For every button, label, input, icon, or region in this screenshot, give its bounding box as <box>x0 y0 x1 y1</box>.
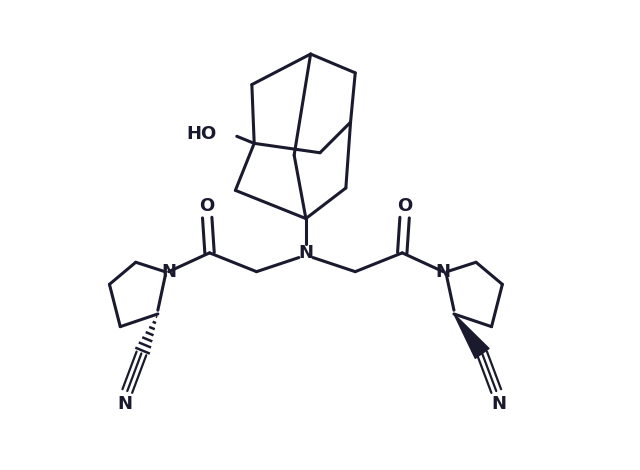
Text: N: N <box>161 263 176 281</box>
Text: N: N <box>436 263 451 281</box>
Text: HO: HO <box>186 125 216 143</box>
Polygon shape <box>454 314 489 358</box>
Text: O: O <box>200 197 215 215</box>
Text: N: N <box>491 395 506 413</box>
Text: O: O <box>397 197 412 215</box>
Text: N: N <box>118 395 132 413</box>
Text: N: N <box>298 244 314 262</box>
